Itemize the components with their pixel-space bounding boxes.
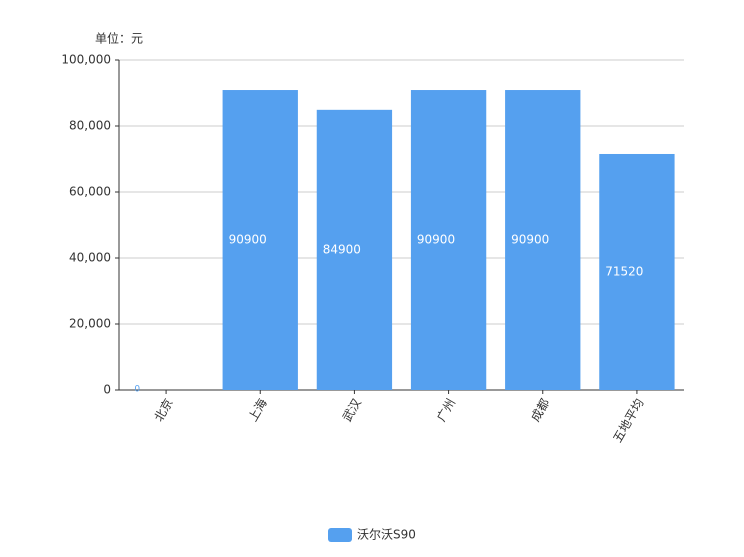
data-label: 90900: [417, 233, 455, 247]
x-tick-label: 北京: [152, 396, 176, 424]
x-tick-label: 上海: [245, 396, 270, 424]
bar: [505, 90, 581, 390]
bar: [222, 90, 298, 390]
y-tick-label: 40,000: [69, 251, 111, 265]
legend-swatch: [328, 528, 352, 542]
y-tick-label: 60,000: [69, 185, 111, 199]
y-tick-label: 80,000: [69, 119, 111, 133]
data-label: 0: [134, 385, 140, 395]
y-tick-label: 0: [103, 383, 111, 397]
x-tick-label: 广州: [434, 396, 458, 424]
data-label: 84900: [323, 242, 361, 256]
bar: [316, 109, 393, 390]
y-tick-label: 20,000: [69, 317, 111, 331]
data-label: 90900: [511, 233, 549, 247]
x-tick-label: 武汉: [340, 396, 364, 424]
unit-label: 单位：元: [95, 31, 143, 46]
data-label: 90900: [229, 233, 267, 247]
x-tick-label: 五地平均: [610, 396, 646, 445]
legend-label: 沃尔沃S90: [357, 527, 416, 542]
bar: [599, 153, 675, 390]
x-tick-label: 成都: [528, 396, 552, 424]
y-tick-label: 100,000: [61, 53, 111, 67]
data-label: 71520: [605, 264, 643, 278]
bar: [410, 90, 487, 390]
